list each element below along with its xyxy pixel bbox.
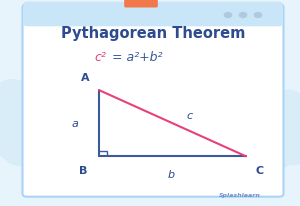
Ellipse shape: [261, 91, 300, 165]
Text: c: c: [186, 110, 192, 120]
FancyBboxPatch shape: [22, 5, 284, 197]
Circle shape: [239, 13, 247, 18]
Ellipse shape: [252, 119, 300, 169]
Text: c²: c²: [94, 51, 106, 64]
FancyBboxPatch shape: [124, 0, 158, 8]
Ellipse shape: [0, 80, 42, 159]
Text: B: B: [79, 165, 87, 175]
Circle shape: [254, 13, 262, 18]
Text: Splashlearn: Splashlearn: [219, 192, 261, 197]
Text: a: a: [71, 119, 78, 129]
Circle shape: [224, 13, 232, 18]
Text: A: A: [81, 73, 90, 82]
Ellipse shape: [0, 113, 24, 154]
Text: = a²+b²: = a²+b²: [108, 51, 163, 64]
Text: Pythagorean Theorem: Pythagorean Theorem: [61, 26, 245, 40]
Text: C: C: [255, 165, 263, 175]
Ellipse shape: [276, 124, 300, 165]
Ellipse shape: [0, 114, 45, 166]
FancyBboxPatch shape: [23, 3, 283, 27]
Text: b: b: [167, 169, 175, 179]
